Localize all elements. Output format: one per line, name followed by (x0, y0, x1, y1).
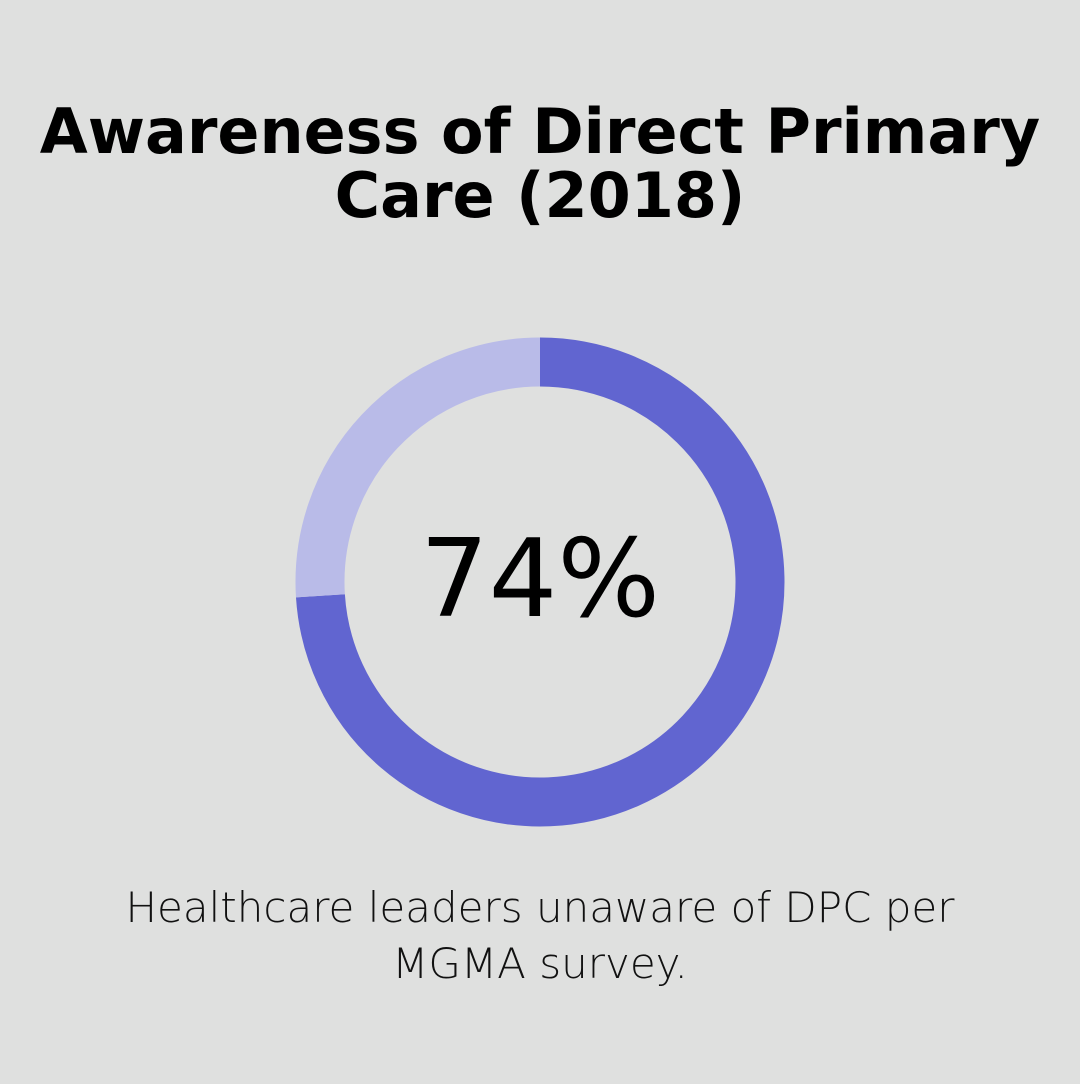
chart-title: Awareness of Direct Primary Care (2018) (39, 95, 1041, 232)
center-percentage: 74% (419, 517, 661, 642)
chart-caption: Healthcare leaders unaware of DPC per MG… (125, 883, 955, 988)
donut-slice-remainder (295, 337, 541, 598)
donut-slice-unaware (295, 337, 785, 827)
